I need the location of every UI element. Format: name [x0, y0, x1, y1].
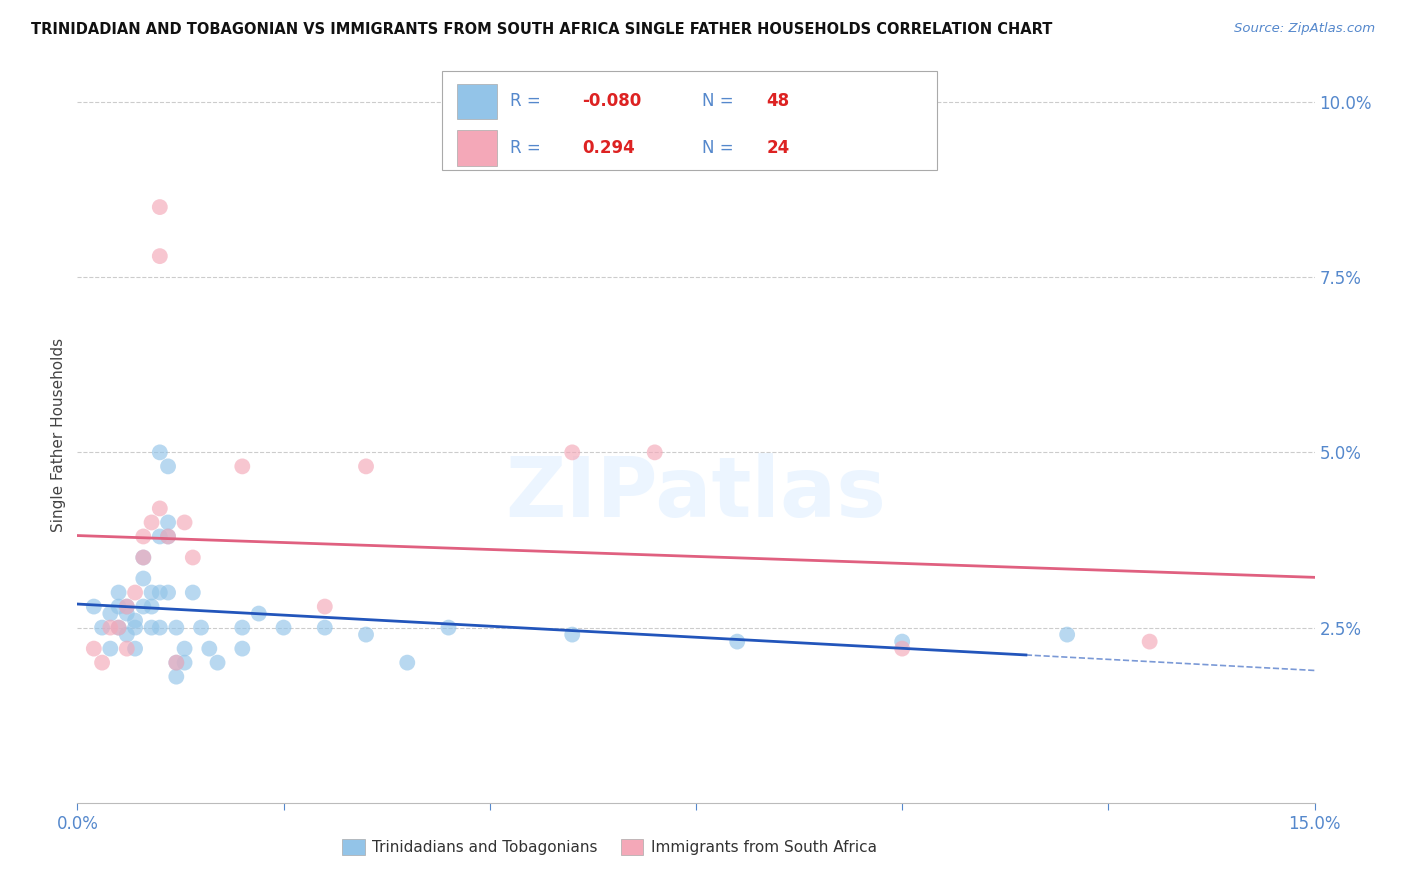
Point	[124, 641, 146, 656]
Point	[149, 445, 172, 459]
Legend: Trinidadians and Tobagonians, Immigrants from South Africa: Trinidadians and Tobagonians, Immigrants…	[336, 833, 883, 862]
Text: N =: N =	[702, 93, 740, 111]
Point	[157, 459, 180, 474]
Point	[207, 656, 229, 670]
Point	[181, 550, 204, 565]
Point	[124, 614, 146, 628]
Point	[173, 641, 195, 656]
Point	[165, 656, 187, 670]
Point	[141, 621, 163, 635]
Text: R =: R =	[510, 93, 547, 111]
Point	[157, 529, 180, 543]
Point	[149, 621, 172, 635]
Point	[91, 621, 114, 635]
Point	[149, 200, 172, 214]
Point	[437, 621, 460, 635]
Point	[354, 627, 377, 641]
Point	[891, 634, 914, 648]
Point	[115, 607, 138, 621]
Bar	[457, 130, 496, 166]
Point	[725, 634, 748, 648]
Point	[141, 599, 163, 614]
Point	[115, 641, 138, 656]
Point	[132, 572, 155, 586]
Point	[149, 249, 172, 263]
Point	[561, 627, 583, 641]
Point	[314, 599, 336, 614]
Point	[132, 529, 155, 543]
Point	[83, 599, 105, 614]
Point	[314, 621, 336, 635]
Point	[91, 656, 114, 670]
Point	[891, 641, 914, 656]
Point	[273, 621, 295, 635]
Point	[173, 656, 195, 670]
Text: TRINIDADIAN AND TOBAGONIAN VS IMMIGRANTS FROM SOUTH AFRICA SINGLE FATHER HOUSEHO: TRINIDADIAN AND TOBAGONIAN VS IMMIGRANTS…	[31, 22, 1052, 37]
Point	[132, 550, 155, 565]
Point	[115, 627, 138, 641]
Point	[198, 641, 221, 656]
Point	[165, 670, 187, 684]
Point	[132, 550, 155, 565]
Point	[231, 641, 253, 656]
Point	[115, 599, 138, 614]
Point	[107, 585, 129, 599]
Point	[644, 445, 666, 459]
Text: 0.294: 0.294	[582, 139, 636, 157]
Point	[247, 607, 270, 621]
FancyBboxPatch shape	[443, 70, 938, 170]
Point	[98, 621, 121, 635]
Text: 48: 48	[766, 93, 790, 111]
Point	[1056, 627, 1078, 641]
Point	[231, 459, 253, 474]
Point	[157, 585, 180, 599]
Point	[98, 641, 121, 656]
Bar	[457, 84, 496, 120]
Point	[132, 599, 155, 614]
Point	[124, 621, 146, 635]
Y-axis label: Single Father Households: Single Father Households	[51, 338, 66, 532]
Point	[141, 516, 163, 530]
Point	[149, 585, 172, 599]
Point	[190, 621, 212, 635]
Point	[231, 621, 253, 635]
Point	[107, 599, 129, 614]
Point	[157, 516, 180, 530]
Point	[98, 607, 121, 621]
Point	[173, 516, 195, 530]
Point	[83, 641, 105, 656]
Point	[107, 621, 129, 635]
Point	[354, 459, 377, 474]
Point	[561, 445, 583, 459]
Text: Source: ZipAtlas.com: Source: ZipAtlas.com	[1234, 22, 1375, 36]
Text: 24: 24	[766, 139, 790, 157]
Point	[124, 585, 146, 599]
Text: R =: R =	[510, 139, 551, 157]
Point	[149, 529, 172, 543]
Text: -0.080: -0.080	[582, 93, 641, 111]
Point	[107, 621, 129, 635]
Point	[396, 656, 419, 670]
Text: ZIPatlas: ZIPatlas	[506, 453, 886, 534]
Point	[141, 585, 163, 599]
Text: N =: N =	[702, 139, 740, 157]
Point	[149, 501, 172, 516]
Point	[1139, 634, 1161, 648]
Point	[157, 529, 180, 543]
Point	[165, 656, 187, 670]
Point	[181, 585, 204, 599]
Point	[115, 599, 138, 614]
Point	[165, 621, 187, 635]
